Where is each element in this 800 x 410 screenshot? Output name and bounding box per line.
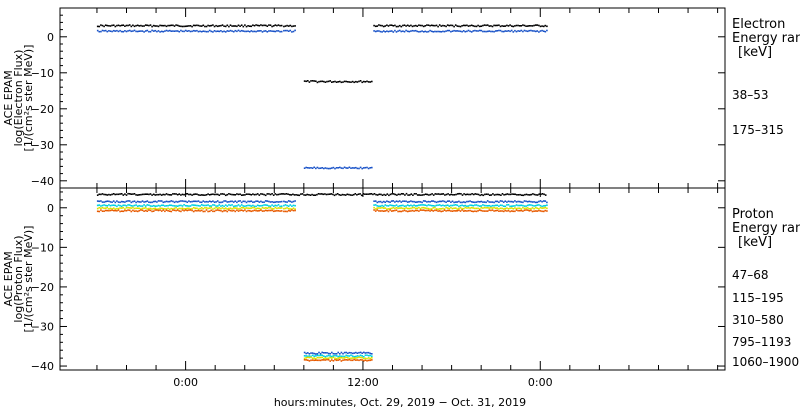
electron-y-axis: 0 −10 −20 −30 −40 [31,7,725,189]
proton-y-axis: 0 −10 −20 −30 −40 [31,191,725,373]
series-segment [303,356,373,360]
x-axis-label: hours:minutes, Oct. 29, 2019 − Oct. 31, … [274,396,526,409]
x-tick-label: 0:00 [528,376,553,389]
proton-data-points [96,192,548,362]
time-axis: 0:00 12:00 0:00 [96,8,719,389]
series-segment [373,200,548,204]
electron-legend-subtitle: Energy ran [732,31,800,46]
legend-entry: 38–53 [732,88,769,102]
legend-entry: 310–580 [732,313,784,327]
series-segment [96,192,547,197]
series-segment [96,200,283,204]
series-segment [373,29,548,33]
electron-panel: 0 −10 −20 −30 −40 ACE EPAM log(Electron Flux… [2,7,800,189]
electron-legend: 38–53 175–315 [732,88,784,137]
series-segment [303,351,373,355]
x-tick-label: 0:00 [173,376,198,389]
y-tick-label: −10 [31,241,54,254]
proton-panel: 0−10−20−30−40 ACE EPAM log(Proton Flux) … [2,187,800,373]
y-tick-label: −10 [31,67,54,80]
legend-entry: 175–315 [732,123,784,137]
legend-entry: 795–1193 [732,335,791,349]
series-segment [303,358,373,362]
series-segment [283,207,296,210]
y-tick-label: −20 [31,103,54,116]
series-segment [283,29,296,33]
y-tick-label: −30 [31,320,54,333]
proton-legend-subtitle: Energy ran [732,221,800,236]
proton-ylabel-line-1: ACE EPAM [2,251,15,306]
legend-entry: 47–68 [732,268,769,282]
series-segment [283,24,296,28]
electron-ylabel-line-3: [1/(cm²s ster MeV)] [22,45,35,152]
series-segment [373,209,548,213]
series-segment [303,80,373,84]
proton-ylabel-line-2: log(Proton Flux) [12,235,25,322]
y-tick-label: −40 [31,360,54,373]
proton-legend-title: Proton [732,207,774,222]
electron-plot-frame [59,7,726,189]
y-tick-label: −30 [31,139,54,152]
y-tick-label: 0 [47,202,54,215]
legend-entry: 1060–1900 [732,355,799,369]
legend-entry: 115–195 [732,291,784,305]
series-segment [303,166,373,170]
series-segment [373,24,548,28]
electron-ylabel-line-1: ACE EPAM [2,70,15,125]
series-segment [96,29,283,33]
series-segment [96,24,283,28]
series-segment [373,206,548,210]
series-segment [96,204,283,208]
series-segment [373,204,548,208]
series-segment [96,206,283,210]
proton-legend: 47–68 115–195 310–580 795–1193 1060–1900 [732,268,799,369]
series-segment [303,354,373,358]
y-tick-label: −40 [31,175,54,188]
proton-ylabel-line-3: [1/(cm²s ster MeV)] [22,226,35,333]
series-segment [283,200,296,203]
series-segment [96,209,283,213]
proton-plot-frame [59,187,726,371]
electron-ylabel-line-2: log(Electron Flux) [12,50,25,147]
proton-legend-unit: [keV] [738,235,772,250]
electron-legend-title: Electron [732,17,785,32]
electron-legend-unit: [keV] [738,45,772,60]
x-tick-label: 12:00 [347,376,379,389]
electron-data-points [96,24,548,170]
y-tick-label: 0 [47,31,54,44]
y-tick-label: −20 [31,281,54,294]
series-segment [283,204,296,207]
series-segment [283,209,296,213]
